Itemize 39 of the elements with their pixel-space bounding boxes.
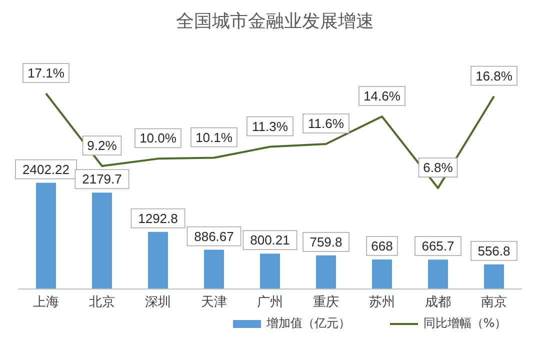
legend-label: 增加值（亿元）: [266, 315, 350, 332]
data-label: 17.1%: [28, 66, 65, 81]
x-tick-label: 上海: [33, 295, 59, 310]
data-label: 2402.22: [22, 162, 70, 177]
x-tick-label: 南京: [481, 295, 507, 310]
bar: [372, 259, 392, 289]
data-label: 1292.8: [138, 210, 178, 226]
data-label: 11.3%: [252, 118, 288, 134]
x-tick-label: 深圳: [145, 295, 171, 310]
legend-label: 同比增幅（%）: [423, 315, 507, 332]
bar: [428, 260, 448, 289]
data-label: 668: [371, 238, 393, 254]
x-tick-label: 天津: [201, 295, 227, 310]
x-tick-label: 苏州: [369, 295, 395, 310]
data-label: 800.21: [250, 232, 290, 248]
bar: [36, 182, 56, 289]
data-label: 14.6%: [364, 88, 401, 104]
data-label: 759.8: [310, 234, 342, 250]
data-label: 16.8%: [476, 68, 513, 84]
x-tick-label: 广州: [257, 295, 283, 310]
bar: [204, 250, 224, 289]
data-label: 665.7: [422, 238, 454, 254]
data-label: 10.1%: [196, 130, 233, 145]
x-tick-label: 重庆: [313, 295, 339, 310]
data-label: 886.67: [194, 228, 234, 244]
bar: [484, 264, 504, 289]
data-label: 11.6%: [308, 116, 344, 132]
data-label: 2179.7: [82, 172, 122, 187]
bar: [316, 255, 336, 289]
data-label: 9.2%: [87, 138, 118, 154]
data-label: 10.0%: [140, 130, 177, 146]
data-label: 556.8: [478, 243, 510, 258]
bar: [148, 232, 168, 289]
x-tick-label: 成都: [425, 295, 451, 310]
x-tick-label: 北京: [89, 295, 115, 310]
chart-title: 全国城市金融业发展增速: [175, 10, 375, 34]
data-label: 6.8%: [423, 160, 454, 176]
bar: [92, 192, 112, 289]
bar: [260, 254, 280, 289]
